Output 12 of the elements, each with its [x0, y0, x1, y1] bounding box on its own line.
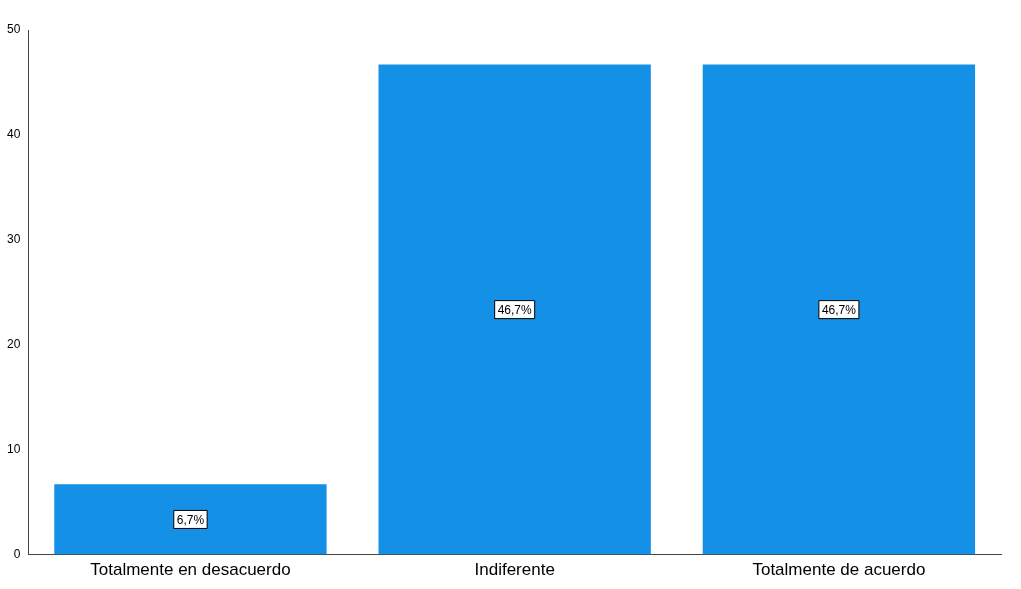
- data-label: 46,7%: [821, 302, 857, 317]
- y-tick-label: 10: [6, 441, 21, 456]
- data-label: 6,7%: [176, 512, 205, 527]
- x-tick-label: Indiferente: [474, 560, 555, 580]
- y-tick-label: 20: [6, 337, 21, 352]
- y-tick-label: 40: [6, 127, 21, 142]
- y-tick-label: 30: [6, 232, 21, 247]
- data-label: 46,7%: [497, 302, 533, 317]
- x-tick-label: Totalmente en desacuerdo: [90, 560, 291, 580]
- x-tick-label: Totalmente de acuerdo: [752, 560, 926, 580]
- y-tick-label: 50: [6, 22, 21, 37]
- y-tick-label: 0: [13, 546, 21, 561]
